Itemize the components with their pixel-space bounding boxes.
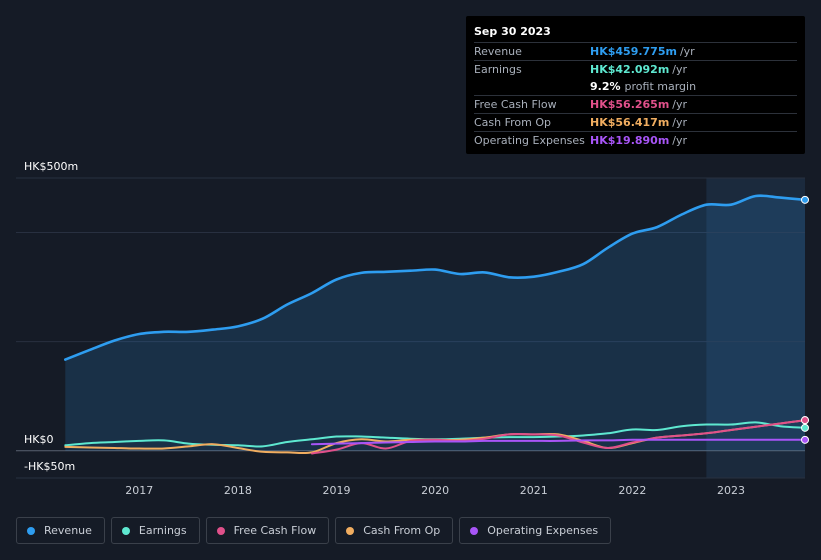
legend-item-cash-from-op[interactable]: Cash From Op (335, 517, 454, 544)
tooltip-value: HK$56.265m (590, 98, 670, 111)
tooltip-row-revenue: Revenue HK$459.775m /yr (474, 42, 797, 60)
legend-label: Free Cash Flow (233, 524, 317, 537)
legend-item-free-cash-flow[interactable]: Free Cash Flow (205, 517, 330, 544)
data-tooltip: Sep 30 2023 Revenue HK$459.775m /yr Earn… (466, 16, 805, 154)
legend-item-earnings[interactable]: Earnings (110, 517, 200, 544)
x-tick-label: 2020 (421, 484, 449, 497)
chart-legend: Revenue Earnings Free Cash Flow Cash Fro… (16, 517, 612, 544)
operating-expenses-line (310, 438, 806, 446)
revenue-end-point (801, 195, 809, 204)
y-tick-label-bottom: -HK$50m (24, 460, 76, 473)
forecast-highlight (706, 178, 805, 478)
free-cash-flow-line (310, 419, 806, 455)
legend-label: Cash From Op (363, 524, 441, 537)
gridlines (16, 177, 805, 479)
x-tick-label: 2019 (323, 484, 351, 497)
legend-dot-icon (121, 526, 130, 535)
legend-label: Operating Expenses (487, 524, 599, 537)
tooltip-label: Earnings (474, 63, 522, 76)
y-tick-label-zero: HK$0 (24, 433, 54, 446)
tooltip-value: HK$19.890m (590, 134, 670, 147)
tooltip-unit: /yr (679, 45, 695, 58)
x-tick-label: 2021 (520, 484, 548, 497)
legend-item-operating-expenses[interactable]: Operating Expenses (459, 517, 612, 544)
tooltip-row-fcf: Free Cash Flow HK$56.265m /yr (474, 95, 797, 113)
series-layer (64, 194, 809, 455)
x-tick-label: 2023 (717, 484, 745, 497)
revenue-area (65, 195, 806, 451)
tooltip-row-opex: Operating Expenses HK$19.890m /yr (474, 131, 797, 149)
tooltip-value: HK$42.092m (590, 63, 670, 76)
legend-dot-icon (27, 526, 35, 535)
legend-dot-icon (470, 526, 479, 535)
legend-dot-icon (216, 526, 225, 535)
free-cash-flow-end-point (801, 416, 809, 425)
profit-margin-label: profit margin (624, 80, 697, 93)
operating-expenses-end-point (801, 435, 809, 444)
tooltip-label: Cash From Op (474, 116, 552, 129)
legend-dot-icon (346, 526, 355, 535)
tooltip-label: Operating Expenses (474, 134, 585, 147)
tooltip-value: HK$56.417m (590, 116, 670, 129)
profit-margin-value: 9.2% (590, 80, 621, 93)
y-tick-label-top: HK$500m (24, 160, 79, 173)
tooltip-label: Free Cash Flow (474, 98, 557, 111)
tooltip-unit: /yr (672, 63, 688, 76)
tooltip-unit: /yr (672, 98, 688, 111)
tooltip-unit: /yr (672, 134, 688, 147)
revenue-line (64, 194, 807, 361)
x-tick-label: 2022 (618, 484, 646, 497)
x-axis: 2017 2018 2019 2020 2021 2022 2023 (125, 484, 745, 497)
tooltip-unit: /yr (672, 116, 688, 129)
tooltip-row-cfo: Cash From Op HK$56.417m /yr (474, 113, 797, 131)
x-tick-label: 2018 (224, 484, 252, 497)
x-tick-label: 2017 (125, 484, 153, 497)
tooltip-date: Sep 30 2023 (474, 25, 551, 38)
tooltip-label: Revenue (474, 45, 522, 58)
tooltip-row-margin: 9.2% profit margin (474, 78, 797, 95)
tooltip-row-earnings: Earnings HK$42.092m /yr (474, 60, 797, 78)
legend-item-revenue[interactable]: Revenue (16, 517, 105, 544)
tooltip-value: HK$459.775m (590, 45, 677, 58)
legend-label: Earnings (138, 524, 187, 537)
legend-label: Revenue (44, 524, 92, 537)
earnings-end-point (801, 423, 809, 432)
